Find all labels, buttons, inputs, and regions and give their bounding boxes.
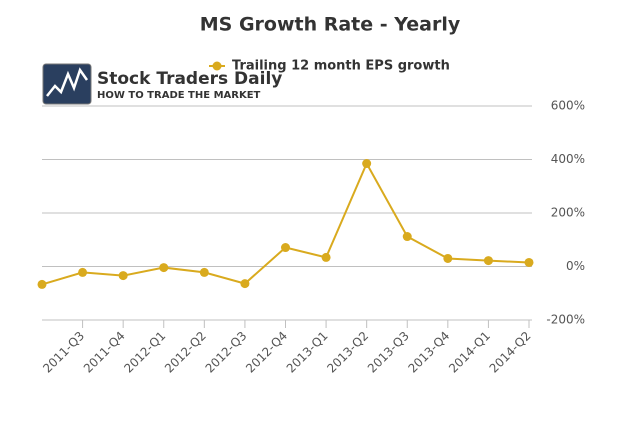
data-point: [78, 267, 88, 277]
data-point: [321, 252, 331, 262]
chart-title: MS Growth Rate - Yearly: [200, 14, 461, 36]
y-tick-label: -200%: [546, 313, 585, 327]
logo-line: [46, 67, 89, 97]
y-tick-label: 0%: [566, 259, 585, 273]
x-tick-label: 2012-Q4: [243, 329, 290, 376]
legend: Trailing 12 month EPS growth: [209, 59, 450, 74]
legend-label: Trailing 12 month EPS growth: [232, 59, 450, 74]
data-point: [443, 253, 453, 263]
legend-marker: [212, 61, 222, 71]
data-point: [240, 279, 250, 289]
x-tick-label: 2014-Q2: [487, 329, 534, 376]
x-tick-label: 2014-Q1: [446, 329, 493, 376]
x-tick-label: 2013-Q4: [405, 329, 452, 376]
x-tick-label: 2012-Q2: [162, 329, 209, 376]
x-tick-label: 2012-Q3: [203, 329, 250, 376]
x-tick-label: 2011-Q3: [40, 329, 87, 376]
data-point: [159, 263, 169, 273]
data-point: [118, 271, 128, 281]
data-point: [199, 267, 209, 277]
y-tick-label: 400%: [551, 152, 585, 166]
data-point: [483, 256, 493, 266]
x-tick-label: 2012-Q1: [121, 329, 168, 376]
data-point: [37, 279, 47, 289]
y-tick-label: 200%: [551, 206, 585, 220]
logo-icon: [42, 63, 92, 105]
x-tick-label: 2013-Q2: [324, 329, 371, 376]
logo-subtitle: HOW TO TRADE THE MARKET: [97, 90, 261, 101]
x-tick-label: 2013-Q1: [284, 329, 331, 376]
data-point: [362, 159, 372, 169]
logo: Stock Traders Daily HOW TO TRADE THE MAR…: [42, 63, 282, 105]
data-point: [524, 257, 534, 267]
data-point: [281, 243, 290, 253]
y-tick-label: 600%: [551, 99, 585, 113]
x-tick-label: 2013-Q3: [365, 329, 412, 376]
x-tick-label: 2011-Q4: [81, 329, 128, 376]
logo-title: Stock Traders Daily: [97, 69, 282, 89]
data-point: [402, 232, 412, 242]
